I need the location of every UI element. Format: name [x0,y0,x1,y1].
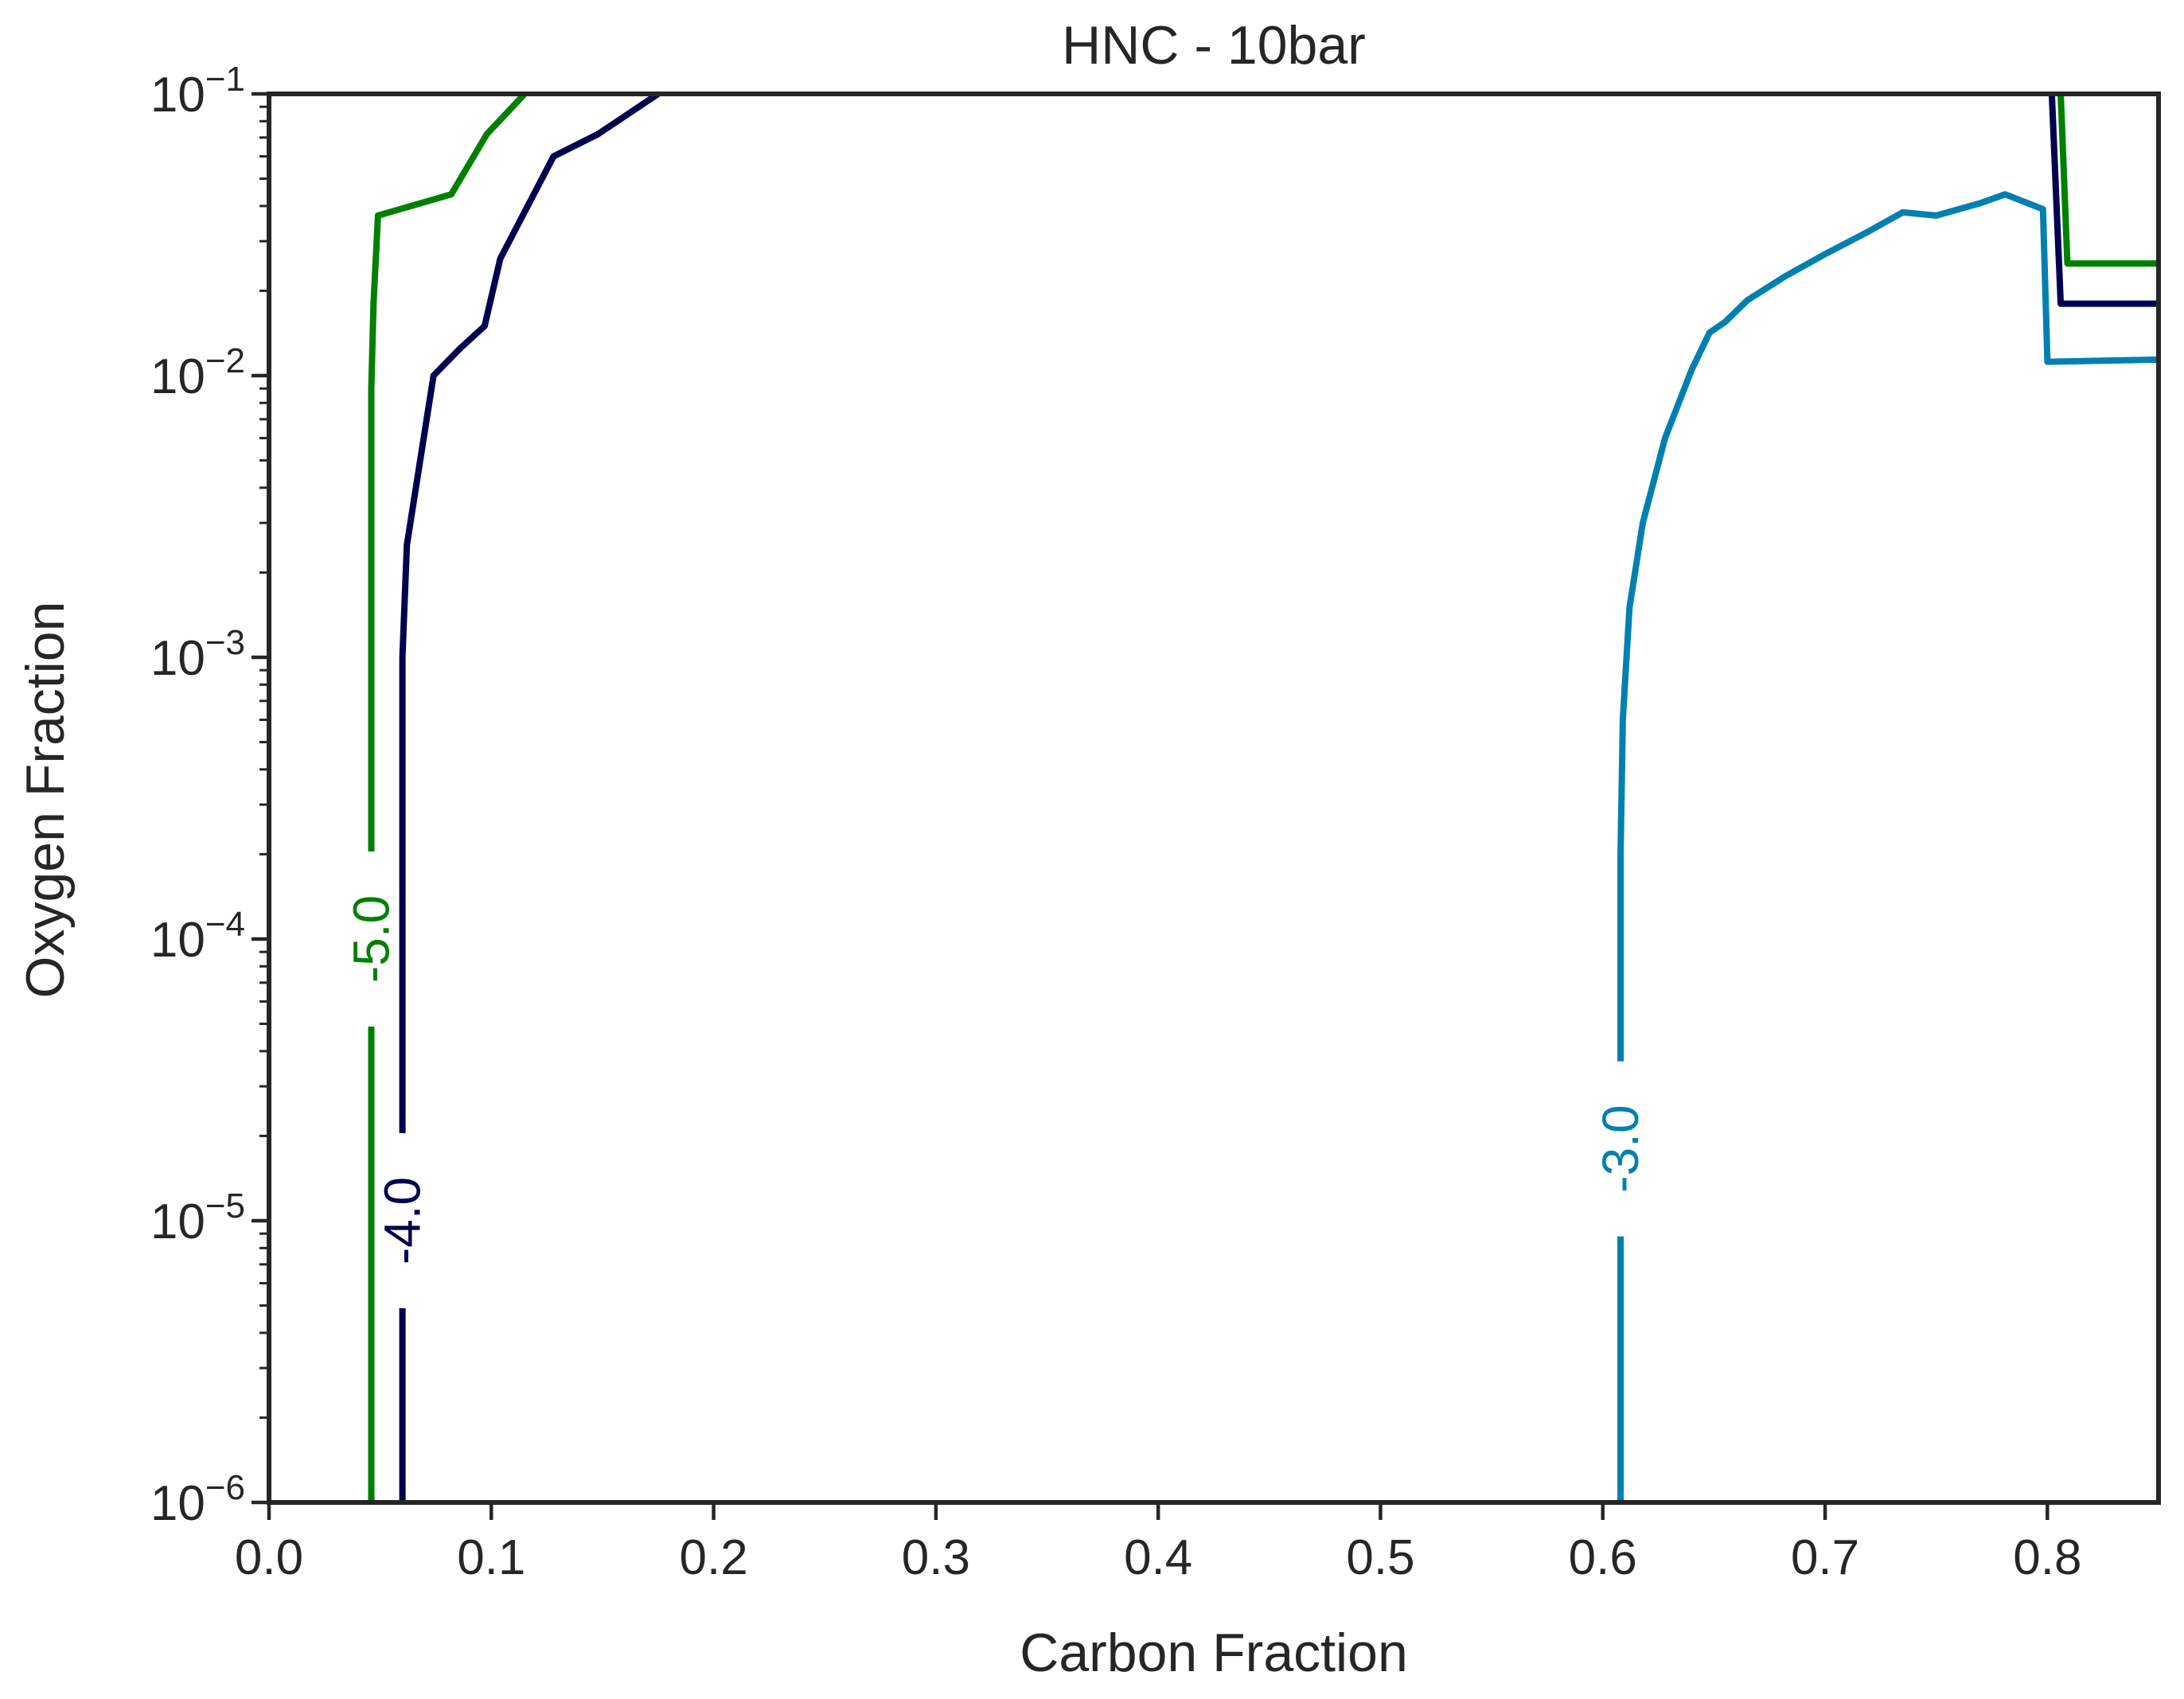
contour-label: -5.0 [343,895,400,983]
contour-label: -4.0 [374,1177,431,1265]
y-tick-label: 10−1 [150,60,245,123]
contour-label: -3.0 [1592,1105,1649,1192]
y-tick-label: 10−5 [150,1187,245,1249]
x-tick-label: 0.6 [1569,1530,1637,1585]
y-tick-label: 10−2 [150,341,245,404]
x-tick-label: 0.1 [457,1530,525,1585]
axes-frame [267,92,2161,1505]
x-tick-label: 0.3 [902,1530,970,1585]
contour-series: -3.0 [1592,191,2159,1502]
x-tick-label: 0.2 [679,1530,747,1585]
x-tick-label: 0.7 [1791,1530,1859,1585]
y-tick-label: 10−3 [150,623,245,686]
contour-line [399,91,661,1502]
contour-line [368,92,528,1502]
contour-line [2057,93,2159,267]
x-axis-label: Carbon Fraction [1020,1623,1408,1683]
series-layer: -5.0 -4.0 -3.0 [343,91,2159,1502]
x-tick-label: 0.0 [235,1530,303,1585]
y-tick-label: 10−4 [150,905,245,968]
x-tick-label: 0.4 [1124,1530,1192,1585]
contour-series: -4.0 [374,91,2159,1502]
x-tick-label: 0.8 [2013,1530,2081,1585]
tick-layer: 0.0 0.1 0.2 0.3 0.4 0.5 0.6 0.7 0.8 10−6 10−5 10−4 1… [150,60,2082,1585]
y-tick-label: 10−6 [150,1468,245,1531]
chart-title: HNC - 10bar [1062,15,1366,76]
contour-line [1617,191,2159,1502]
y-axis-label: Oxygen Fraction [15,602,76,999]
x-tick-label: 0.5 [1346,1530,1414,1585]
contour-series: -5.0 [343,92,2159,1502]
contour-line [2048,93,2159,307]
